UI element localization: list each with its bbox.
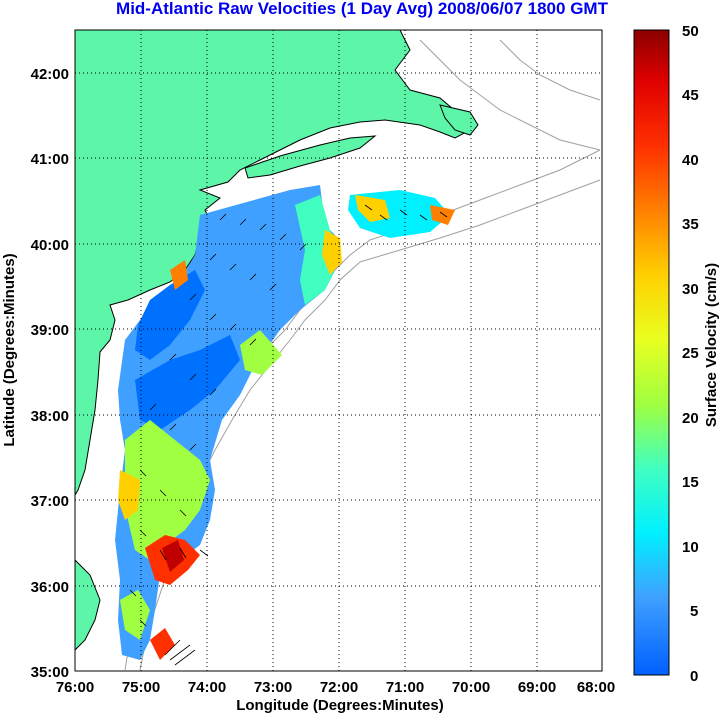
x-tick-4: 72:00 — [320, 679, 358, 696]
y-tick-2: 40:00 — [31, 237, 69, 254]
colorbar-tick-8: 10 — [682, 539, 699, 556]
colorbar-label: Surface Velocity (cm/s) — [703, 263, 720, 427]
y-tick-4: 38:00 — [31, 408, 69, 425]
map-title: Mid-Atlantic Raw Velocities (1 Day Avg) … — [116, 0, 608, 18]
colorbar-tick-9: 5 — [690, 603, 698, 620]
velocity-arrows — [129, 204, 448, 666]
y-tick-0: 42:00 — [31, 66, 69, 83]
y-tick-3: 39:00 — [31, 322, 69, 339]
colorbar-tick-5: 25 — [682, 345, 699, 362]
y-tick-6: 36:00 — [31, 579, 69, 596]
colorbar-tick-3: 35 — [682, 216, 699, 233]
cape-cod — [439, 104, 479, 136]
colorbar-tick-2: 40 — [682, 152, 699, 169]
colorbar — [633, 29, 670, 676]
colorbar-tick-0: 50 — [682, 23, 699, 40]
x-tick-5: 71:00 — [386, 679, 424, 696]
x-tick-8: 68:00 — [577, 679, 615, 696]
colorbar-tick-6: 20 — [682, 410, 699, 427]
y-tick-5: 37:00 — [31, 493, 69, 510]
y-tick-1: 41:00 — [31, 151, 69, 168]
colorbar-tick-7: 15 — [682, 474, 699, 491]
x-axis-label: Longitude (Degrees:Minutes) — [236, 697, 444, 714]
colorbar-tick-1: 45 — [682, 87, 699, 104]
x-tick-2: 74:00 — [188, 679, 226, 696]
x-tick-3: 73:00 — [254, 679, 292, 696]
y-tick-7: 35:00 — [31, 664, 69, 681]
x-tick-7: 69:00 — [518, 679, 556, 696]
x-tick-1: 75:00 — [122, 679, 160, 696]
y-axis-label: Latitude (Degrees:Minutes) — [1, 253, 18, 446]
graticule — [75, 30, 602, 671]
long-island — [244, 135, 377, 179]
land-southern — [75, 559, 101, 651]
colorbar-tick-4: 30 — [682, 281, 699, 298]
colorbar-tick-10: 0 — [690, 668, 698, 685]
x-tick-0: 76:00 — [56, 679, 94, 696]
x-tick-6: 70:00 — [452, 679, 490, 696]
velocity-field — [115, 185, 455, 660]
